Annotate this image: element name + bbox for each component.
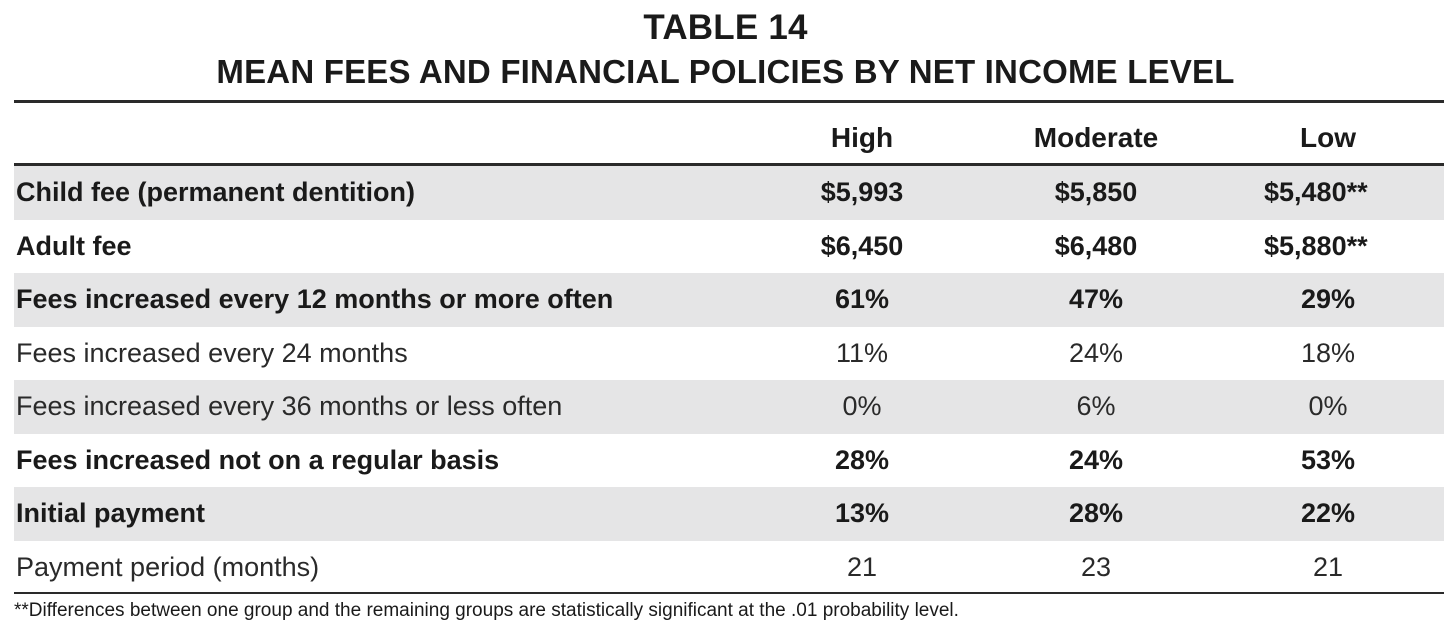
- table-header-row: High Moderate Low: [14, 103, 1444, 163]
- table-row: Fees increased every 36 months or less o…: [14, 380, 1444, 434]
- table-row: Fees increased every 24 months 11% 24% 18%: [14, 327, 1444, 381]
- cell-moderate: $6,480: [1054, 230, 1138, 261]
- cell-low: 22%: [1300, 498, 1356, 529]
- cell-low: 53%: [1300, 444, 1356, 475]
- cell-high: 13%: [834, 498, 890, 529]
- cell-high: 21: [846, 551, 878, 582]
- column-header-moderate: Moderate: [1033, 122, 1159, 153]
- cell-moderate: 47%: [1068, 284, 1124, 315]
- row-label: Payment period (months): [16, 551, 320, 582]
- row-label: Fees increased every 24 months: [16, 337, 408, 368]
- table-number: TABLE 14: [643, 8, 808, 47]
- cell-high: $5,993: [820, 177, 904, 208]
- cell-high: 0%: [842, 391, 882, 422]
- table-row: Fees increased every 12 months or more o…: [14, 273, 1444, 327]
- column-header-low: Low: [1300, 122, 1356, 153]
- cell-moderate: 24%: [1068, 444, 1124, 475]
- column-header-high: High: [830, 122, 894, 153]
- cell-moderate: 6%: [1076, 391, 1116, 422]
- table-row: Fees increased not on a regular basis 28%…: [14, 434, 1444, 488]
- table-row: Child fee (permanent dentition) $5,993 $5,…: [14, 166, 1444, 220]
- top-rule: [14, 100, 1444, 103]
- row-label: Fees increased not on a regular basis: [16, 444, 500, 475]
- row-label: Child fee (permanent dentition): [16, 177, 416, 208]
- cell-high: 11%: [835, 337, 889, 368]
- table-row: Adult fee $6,450 $6,480 $5,880**: [14, 220, 1444, 274]
- cell-low: $5,880**: [1264, 230, 1368, 261]
- table-title: MEAN FEES AND FINANCIAL POLICIES BY NET …: [216, 53, 1235, 90]
- table-body: Child fee (permanent dentition) $5,993 $5,…: [14, 166, 1444, 594]
- bottom-rule: [14, 592, 1444, 594]
- cell-high: $6,450: [820, 230, 904, 261]
- cell-low: 18%: [1300, 337, 1356, 368]
- cell-low: 21: [1312, 551, 1344, 582]
- cell-high: 28%: [834, 444, 890, 475]
- table-row: Initial payment 13% 28% 22%: [14, 487, 1444, 541]
- row-label: Fees increased every 36 months or less o…: [16, 391, 563, 422]
- row-label: Fees increased every 12 months or more o…: [16, 284, 614, 315]
- footnote: **Differences between one group and the …: [14, 600, 959, 621]
- row-label: Initial payment: [16, 498, 206, 529]
- header-rule: [14, 163, 1444, 166]
- cell-moderate: 24%: [1068, 337, 1124, 368]
- cell-low: $5,480**: [1264, 177, 1368, 208]
- row-label: Adult fee: [16, 230, 132, 261]
- cell-low: 0%: [1308, 391, 1348, 422]
- cell-moderate: 23: [1080, 551, 1112, 582]
- table-row: Payment period (months) 21 23 21: [14, 541, 1444, 595]
- cell-high: 61%: [834, 284, 890, 315]
- cell-moderate: $5,850: [1054, 177, 1138, 208]
- cell-low: 29%: [1300, 284, 1356, 315]
- cell-moderate: 28%: [1068, 498, 1124, 529]
